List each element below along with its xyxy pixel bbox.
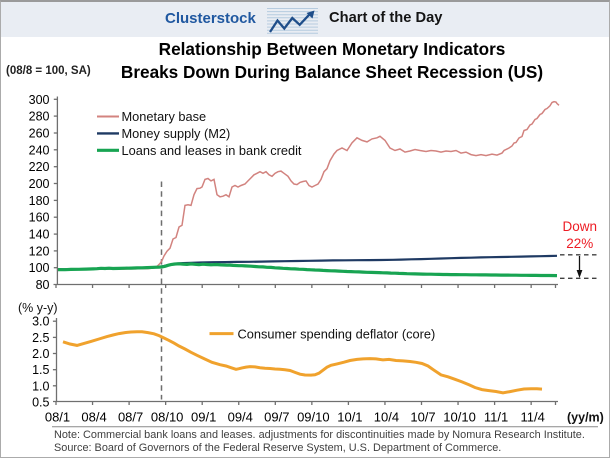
- svg-text:220: 220: [29, 160, 50, 174]
- svg-text:3.0: 3.0: [32, 315, 49, 329]
- svg-text:Monetary base: Monetary base: [122, 109, 207, 124]
- svg-text:09/7: 09/7: [264, 409, 289, 424]
- svg-text:160: 160: [29, 211, 50, 225]
- svg-text:300: 300: [29, 93, 50, 107]
- svg-text:09/1: 09/1: [191, 409, 216, 424]
- svg-text:08/10: 08/10: [151, 409, 184, 424]
- svg-text:09/10: 09/10: [297, 409, 330, 424]
- svg-text:1.5: 1.5: [32, 363, 49, 377]
- svg-text:(yy/m): (yy/m): [567, 410, 604, 424]
- svg-text:08/7: 08/7: [118, 409, 143, 424]
- svg-text:Consumer spending deflator (co: Consumer spending deflator (core): [238, 326, 436, 341]
- svg-text:260: 260: [29, 127, 50, 141]
- svg-text:280: 280: [29, 110, 50, 124]
- svg-text:1.0: 1.0: [32, 379, 49, 393]
- svg-text:140: 140: [29, 228, 50, 242]
- svg-text:200: 200: [29, 177, 50, 191]
- svg-text:10/4: 10/4: [374, 409, 399, 424]
- svg-text:10/10: 10/10: [443, 409, 476, 424]
- svg-text:09/4: 09/4: [228, 409, 253, 424]
- svg-text:(% y-y): (% y-y): [18, 301, 58, 315]
- svg-text:2.5: 2.5: [32, 331, 49, 345]
- svg-text:240: 240: [29, 143, 50, 157]
- svg-text:11/1: 11/1: [484, 409, 508, 424]
- svg-text:22%: 22%: [566, 236, 593, 251]
- svg-text:100: 100: [29, 261, 50, 275]
- svg-text:Money supply (M2): Money supply (M2): [122, 126, 231, 141]
- svg-text:11/4: 11/4: [520, 409, 544, 424]
- svg-text:180: 180: [29, 194, 50, 208]
- svg-text:Loans and leases in bank credi: Loans and leases in bank credit: [122, 143, 302, 158]
- svg-text:0.5: 0.5: [32, 396, 49, 410]
- svg-text:80: 80: [36, 278, 50, 292]
- svg-text:10/1: 10/1: [337, 409, 362, 424]
- svg-text:120: 120: [29, 244, 50, 258]
- svg-text:2.0: 2.0: [32, 347, 49, 361]
- svg-text:08/1: 08/1: [45, 409, 70, 424]
- svg-text:08/4: 08/4: [81, 409, 106, 424]
- svg-text:Down: Down: [563, 219, 598, 234]
- svg-text:10/7: 10/7: [410, 409, 435, 424]
